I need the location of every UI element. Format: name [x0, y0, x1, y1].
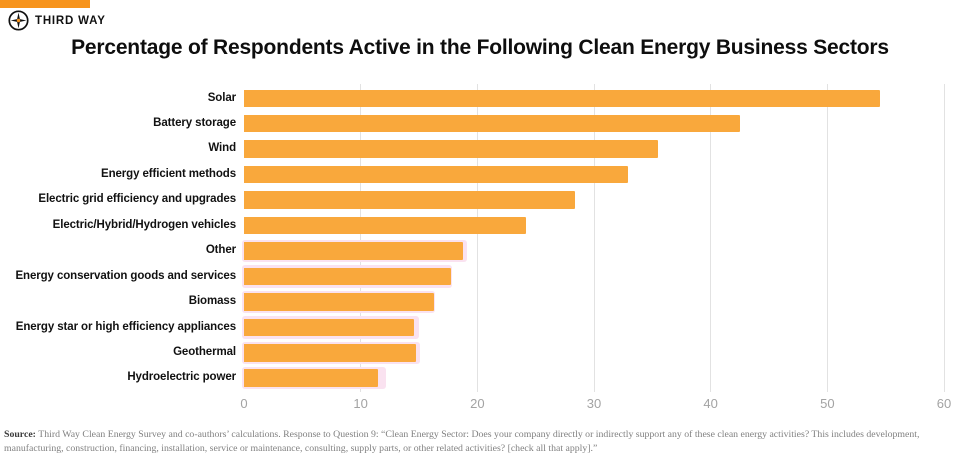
gridline	[593, 84, 595, 392]
category-label: Energy conservation goods and services	[15, 269, 236, 282]
bar	[244, 191, 576, 209]
source-note: Source: Third Way Clean Energy Survey an…	[4, 428, 936, 455]
source-text: Third Way Clean Energy Survey and co-aut…	[4, 429, 920, 454]
bar	[244, 216, 527, 235]
category-label: Electric grid efficiency and upgrades	[38, 193, 236, 206]
bar	[244, 369, 379, 387]
chart-title: Percentage of Respondents Active in the …	[71, 36, 889, 59]
gridline	[943, 84, 945, 392]
brand-name: THIRD WAY	[35, 14, 106, 27]
brand-accent-strip	[0, 0, 90, 8]
bar	[244, 89, 880, 107]
x-tick-label: 30	[586, 396, 602, 411]
brand-header: THIRD WAY	[8, 10, 106, 31]
category-label: Solar	[207, 91, 236, 104]
category-label: Energy efficient methods	[101, 167, 236, 180]
bar	[244, 114, 740, 133]
gridline	[360, 84, 362, 392]
gridline	[826, 84, 828, 392]
category-label: Geothermal	[173, 346, 236, 358]
bar-chart: Solar Battery storage Wind Energy efficient…	[15, 84, 952, 411]
third-way-compass-logo-icon	[8, 10, 29, 31]
bar	[244, 140, 659, 158]
category-label: Battery storage	[153, 116, 236, 129]
bar	[244, 318, 415, 337]
category-label: Wind	[208, 142, 236, 155]
x-tick-label: 0	[240, 396, 248, 411]
category-label: Biomass	[188, 295, 236, 308]
gridline	[476, 84, 478, 392]
x-tick-label: 20	[470, 396, 485, 411]
gridline	[710, 84, 712, 392]
category-label: Energy star or high efficiency appliance…	[15, 320, 236, 333]
bar	[244, 267, 451, 286]
category-label: Hydroelectric power	[127, 371, 236, 384]
x-tick-label: 40	[703, 396, 718, 411]
category-label: Other	[205, 244, 236, 257]
x-tick-label: 60	[936, 396, 952, 411]
source-label: Source:	[4, 429, 36, 440]
x-tick-label: 50	[820, 396, 835, 411]
category-label: Electric/Hybrid/Hydrogen vehicles	[52, 218, 236, 231]
bar	[244, 242, 464, 260]
x-tick-label: 10	[353, 396, 368, 411]
bar	[244, 293, 435, 311]
bar	[244, 344, 416, 362]
bar	[244, 165, 628, 184]
